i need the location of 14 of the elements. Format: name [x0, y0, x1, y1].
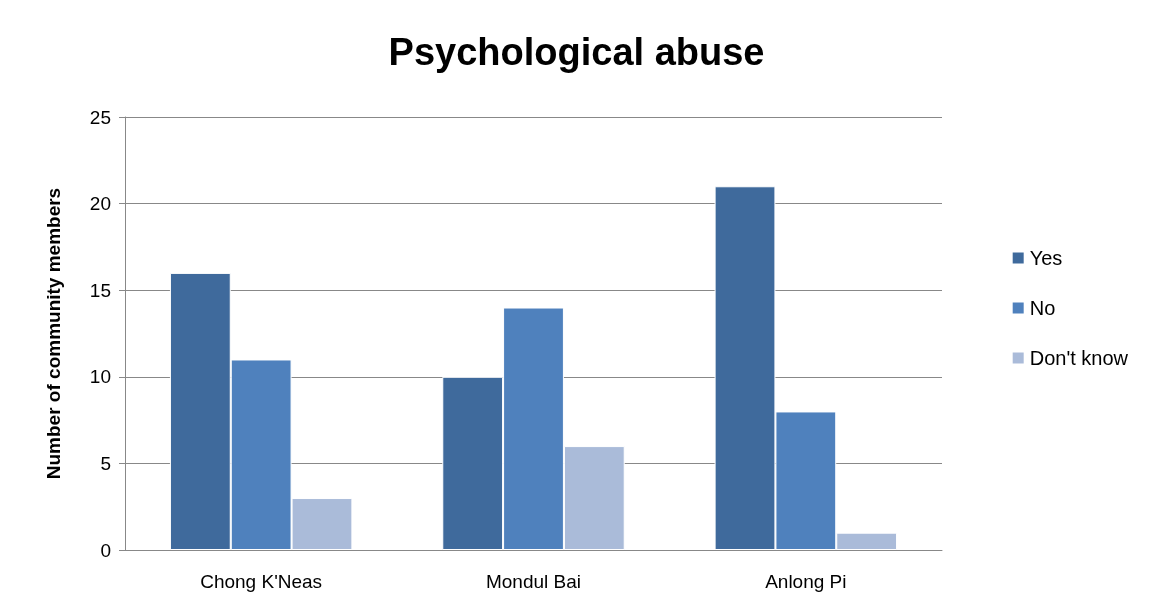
chart-title: Psychological abuse	[388, 31, 765, 73]
x-tick-label: Mondul Bai	[485, 571, 582, 592]
y-tick-label: 10	[89, 366, 111, 388]
x-tick-label: Anlong Pi	[765, 571, 847, 592]
y-tick-label: 0	[100, 539, 111, 561]
y-axis-title: Number of community members	[43, 187, 64, 480]
y-tick-label: 15	[89, 279, 111, 301]
y-tick-label: 5	[100, 452, 111, 474]
legend-label: Don't know	[1029, 347, 1129, 369]
legend-label: No	[1029, 297, 1056, 319]
y-tick-label: 25	[89, 106, 111, 128]
y-tick-label: 20	[89, 193, 111, 215]
x-tick-label: Chong K'Neas	[200, 571, 323, 592]
legend-label: Yes	[1029, 247, 1063, 269]
